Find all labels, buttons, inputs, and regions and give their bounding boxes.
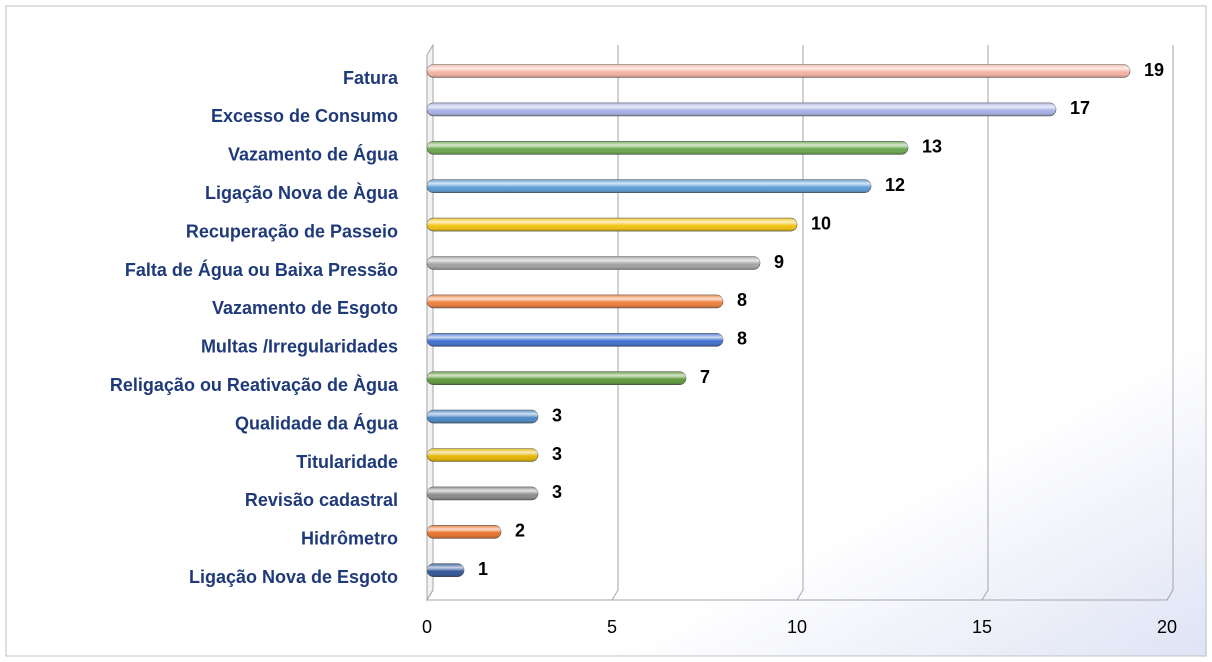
side-wall — [426, 43, 434, 602]
bar-shine — [427, 525, 501, 539]
grid-line — [796, 45, 804, 601]
bar-shine — [427, 448, 538, 462]
x-tick-label: 10 — [787, 617, 807, 637]
bar-shine — [427, 371, 686, 385]
y-tick-label: Ligação Nova de Àgua — [205, 182, 399, 203]
value-label: 8 — [737, 290, 747, 310]
bar-shine — [427, 141, 908, 155]
y-tick-label: Fatura — [343, 68, 399, 88]
x-tick-label: 5 — [607, 617, 617, 637]
bar-shine — [427, 333, 723, 347]
value-label: 1 — [478, 559, 488, 579]
y-tick-label: Multas /Irregularidades — [201, 337, 398, 357]
y-tick-label: Religação ou Reativação de Àgua — [110, 374, 399, 395]
value-label: 3 — [552, 444, 562, 464]
y-tick-label: Titularidade — [296, 452, 398, 472]
value-label: 3 — [552, 482, 562, 502]
x-tick-label: 0 — [422, 617, 432, 637]
value-label: 12 — [885, 175, 905, 195]
y-tick-label: Vazamento de Água — [228, 144, 399, 165]
value-label: 10 — [811, 213, 831, 233]
bar-shine — [427, 218, 797, 232]
y-tick-label: Excesso de Consumo — [211, 106, 398, 126]
y-tick-label: Ligação Nova de Esgoto — [189, 567, 398, 587]
y-tick-label: Revisão cadastral — [245, 490, 398, 510]
y-tick-label: Vazamento de Esgoto — [212, 298, 398, 318]
value-label: 7 — [700, 367, 710, 387]
bar-shine — [427, 102, 1056, 116]
bar-shine — [427, 294, 723, 308]
value-label: 9 — [774, 252, 784, 272]
y-tick-label: Qualidade da Água — [235, 412, 399, 433]
value-label: 17 — [1070, 98, 1090, 118]
bar-shine — [427, 410, 538, 424]
y-tick-label: Falta de Água ou Baixa Pressão — [125, 259, 398, 280]
value-label: 8 — [737, 329, 747, 349]
value-label: 3 — [552, 405, 562, 425]
value-label: 2 — [515, 521, 525, 541]
y-tick-label: Recuperação de Passeio — [186, 221, 398, 241]
value-label: 19 — [1144, 60, 1164, 80]
x-tick-label: 15 — [972, 617, 992, 637]
grid-line — [981, 45, 989, 601]
bar-shine — [427, 486, 538, 500]
value-label: 13 — [922, 137, 942, 157]
x-tick-label: 20 — [1157, 617, 1177, 637]
bar-shine — [427, 64, 1130, 78]
bar-shine — [427, 179, 871, 193]
bar-shine — [427, 256, 760, 270]
y-tick-label: Hidrômetro — [301, 529, 398, 549]
bar-shine — [427, 563, 464, 577]
grid-line — [1166, 45, 1174, 601]
